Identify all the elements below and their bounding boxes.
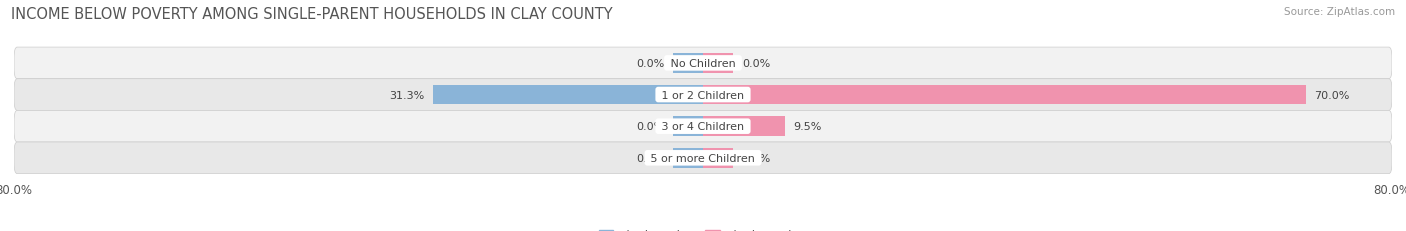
Text: INCOME BELOW POVERTY AMONG SINGLE-PARENT HOUSEHOLDS IN CLAY COUNTY: INCOME BELOW POVERTY AMONG SINGLE-PARENT… bbox=[11, 7, 613, 22]
Text: 70.0%: 70.0% bbox=[1315, 90, 1350, 100]
Text: 9.5%: 9.5% bbox=[793, 122, 821, 132]
Text: 0.0%: 0.0% bbox=[636, 153, 664, 163]
Text: 1 or 2 Children: 1 or 2 Children bbox=[658, 90, 748, 100]
Bar bbox=[433, 85, 703, 105]
Bar bbox=[703, 117, 785, 136]
Text: 31.3%: 31.3% bbox=[389, 90, 425, 100]
Bar bbox=[703, 85, 1306, 105]
Bar bbox=[703, 148, 733, 168]
Bar bbox=[703, 54, 733, 73]
Bar bbox=[673, 54, 703, 73]
FancyBboxPatch shape bbox=[14, 48, 1392, 79]
FancyBboxPatch shape bbox=[14, 79, 1392, 111]
Legend: Single Father, Single Mother: Single Father, Single Mother bbox=[593, 224, 813, 231]
Text: 5 or more Children: 5 or more Children bbox=[647, 153, 759, 163]
FancyBboxPatch shape bbox=[14, 142, 1392, 174]
Bar bbox=[673, 148, 703, 168]
Text: 0.0%: 0.0% bbox=[742, 153, 770, 163]
Bar bbox=[673, 117, 703, 136]
Text: No Children: No Children bbox=[666, 59, 740, 69]
FancyBboxPatch shape bbox=[14, 111, 1392, 142]
Text: 0.0%: 0.0% bbox=[636, 59, 664, 69]
Text: 0.0%: 0.0% bbox=[636, 122, 664, 132]
Text: Source: ZipAtlas.com: Source: ZipAtlas.com bbox=[1284, 7, 1395, 17]
Text: 0.0%: 0.0% bbox=[742, 59, 770, 69]
Text: 3 or 4 Children: 3 or 4 Children bbox=[658, 122, 748, 132]
